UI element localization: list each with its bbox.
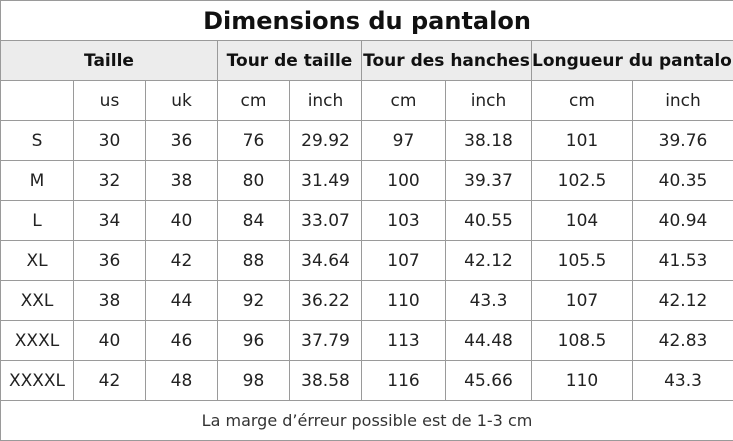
value-cell: 34.64 bbox=[289, 240, 362, 281]
data-row: XL 36 42 88 34.64 107 42.12 105.5 41.53 bbox=[0, 240, 733, 281]
group-header: Taille bbox=[0, 40, 218, 81]
value-cell: 39.76 bbox=[631, 120, 733, 161]
unit-header: inch bbox=[631, 80, 733, 121]
value-cell: 100 bbox=[361, 160, 446, 201]
value-cell: 31.49 bbox=[289, 160, 362, 201]
value-cell: 110 bbox=[531, 360, 633, 401]
group-row: Taille Tour de taille Tour des hanches L… bbox=[0, 40, 733, 81]
value-cell: 46 bbox=[145, 320, 218, 361]
value-cell: 36.22 bbox=[289, 280, 362, 321]
value-cell: 92 bbox=[217, 280, 290, 321]
unit-header: us bbox=[73, 80, 146, 121]
value-cell: 36 bbox=[145, 120, 218, 161]
value-cell: 96 bbox=[217, 320, 290, 361]
value-cell: 110 bbox=[361, 280, 446, 321]
unit-header: inch bbox=[289, 80, 362, 121]
value-cell: 38.18 bbox=[445, 120, 532, 161]
title-row: Dimensions du pantalon bbox=[0, 0, 733, 41]
group-header: Tour des hanches bbox=[361, 40, 532, 81]
value-cell: 43.3 bbox=[445, 280, 532, 321]
value-cell: 37.79 bbox=[289, 320, 362, 361]
value-cell: 48 bbox=[145, 360, 218, 401]
unit-header: cm bbox=[531, 80, 633, 121]
unit-row: us uk cm inch cm inch cm inch bbox=[0, 80, 733, 121]
value-cell: 44.48 bbox=[445, 320, 532, 361]
value-cell: 102.5 bbox=[531, 160, 633, 201]
footer-row: La marge d’érreur possible est de 1-3 cm bbox=[0, 400, 733, 441]
value-cell: 32 bbox=[73, 160, 146, 201]
size-cell: M bbox=[0, 160, 74, 201]
value-cell: 88 bbox=[217, 240, 290, 281]
unit-header: inch bbox=[445, 80, 532, 121]
value-cell: 104 bbox=[531, 200, 633, 241]
value-cell: 40.94 bbox=[631, 200, 733, 241]
value-cell: 42.83 bbox=[631, 320, 733, 361]
value-cell: 42 bbox=[145, 240, 218, 281]
value-cell: 107 bbox=[361, 240, 446, 281]
value-cell: 30 bbox=[73, 120, 146, 161]
size-cell: XXXXL bbox=[0, 360, 74, 401]
value-cell: 98 bbox=[217, 360, 290, 401]
value-cell: 34 bbox=[73, 200, 146, 241]
unit-header: cm bbox=[361, 80, 446, 121]
value-cell: 45.66 bbox=[445, 360, 532, 401]
size-cell: L bbox=[0, 200, 74, 241]
value-cell: 42.12 bbox=[631, 280, 733, 321]
value-cell: 108.5 bbox=[531, 320, 633, 361]
value-cell: 36 bbox=[73, 240, 146, 281]
data-row: S 30 36 76 29.92 97 38.18 101 39.76 bbox=[0, 120, 733, 161]
value-cell: 97 bbox=[361, 120, 446, 161]
size-cell: XXL bbox=[0, 280, 74, 321]
table-title: Dimensions du pantalon bbox=[0, 0, 733, 41]
value-cell: 44 bbox=[145, 280, 218, 321]
value-cell: 42.12 bbox=[445, 240, 532, 281]
value-cell: 43.3 bbox=[631, 360, 733, 401]
value-cell: 40.35 bbox=[631, 160, 733, 201]
size-cell: XXXL bbox=[0, 320, 74, 361]
value-cell: 42 bbox=[73, 360, 146, 401]
value-cell: 84 bbox=[217, 200, 290, 241]
value-cell: 33.07 bbox=[289, 200, 362, 241]
value-cell: 113 bbox=[361, 320, 446, 361]
value-cell: 29.92 bbox=[289, 120, 362, 161]
unit-header: uk bbox=[145, 80, 218, 121]
group-header: Longueur du pantalon bbox=[530, 40, 733, 81]
value-cell: 39.37 bbox=[445, 160, 532, 201]
footer-note: La marge d’érreur possible est de 1-3 cm bbox=[0, 400, 733, 441]
value-cell: 76 bbox=[217, 120, 290, 161]
data-row: M 32 38 80 31.49 100 39.37 102.5 40.35 bbox=[0, 160, 733, 201]
value-cell: 41.53 bbox=[631, 240, 733, 281]
value-cell: 40 bbox=[73, 320, 146, 361]
value-cell: 38.58 bbox=[289, 360, 362, 401]
value-cell: 105.5 bbox=[531, 240, 633, 281]
data-row: XXXXL 42 48 98 38.58 116 45.66 110 43.3 bbox=[0, 360, 733, 401]
data-row: XXL 38 44 92 36.22 110 43.3 107 42.12 bbox=[0, 280, 733, 321]
group-header: Tour de taille bbox=[217, 40, 362, 81]
size-cell: S bbox=[0, 120, 74, 161]
unit-header: cm bbox=[217, 80, 290, 121]
data-row: L 34 40 84 33.07 103 40.55 104 40.94 bbox=[0, 200, 733, 241]
value-cell: 40.55 bbox=[445, 200, 532, 241]
value-cell: 38 bbox=[145, 160, 218, 201]
value-cell: 103 bbox=[361, 200, 446, 241]
value-cell: 107 bbox=[531, 280, 633, 321]
value-cell: 38 bbox=[73, 280, 146, 321]
size-cell: XL bbox=[0, 240, 74, 281]
data-row: XXXL 40 46 96 37.79 113 44.48 108.5 42.83 bbox=[0, 320, 733, 361]
value-cell: 40 bbox=[145, 200, 218, 241]
value-cell: 80 bbox=[217, 160, 290, 201]
empty-cell bbox=[0, 80, 74, 121]
value-cell: 116 bbox=[361, 360, 446, 401]
value-cell: 101 bbox=[531, 120, 633, 161]
